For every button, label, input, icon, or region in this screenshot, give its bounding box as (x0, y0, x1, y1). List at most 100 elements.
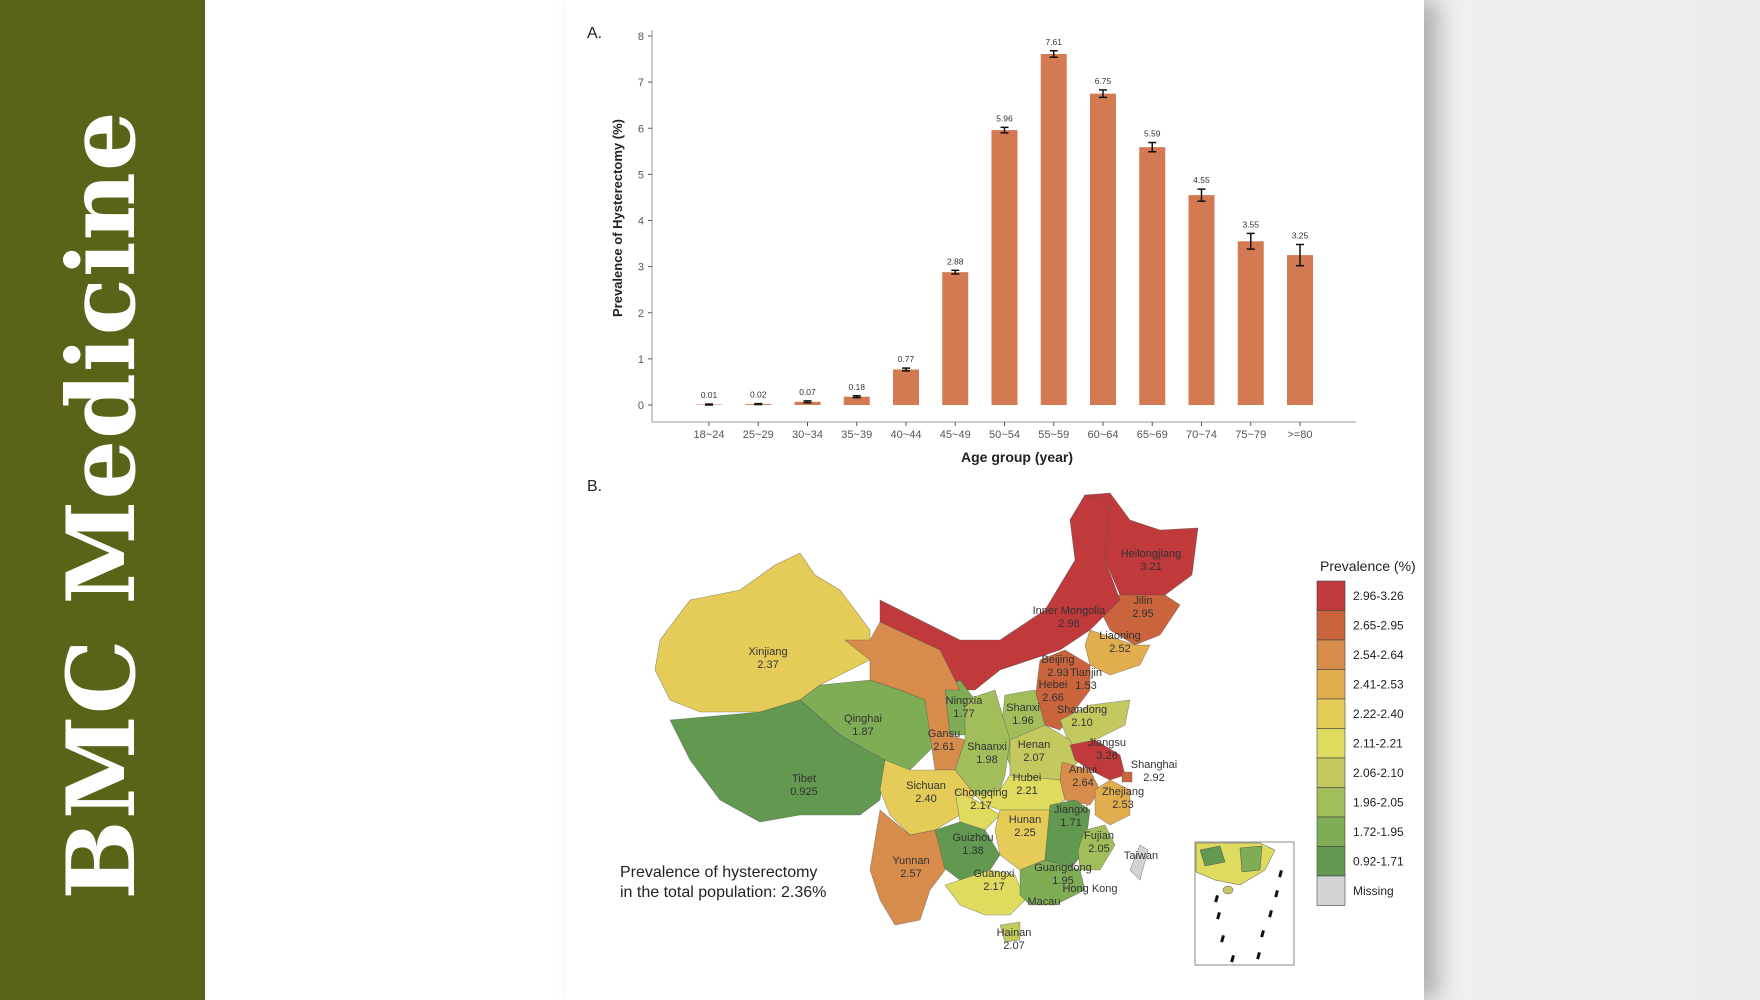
region-name-tianjin: Tianjin (1070, 667, 1102, 679)
legend-label: 2.22-2.40 (1353, 707, 1404, 721)
x-tick-label: >=80 (1287, 429, 1312, 441)
nine-dash-line-segment (1220, 935, 1225, 943)
legend-swatch (1316, 728, 1346, 759)
x-tick-label: 55~59 (1038, 429, 1069, 441)
data-label: 0.18 (848, 382, 865, 392)
legend-label: 0.92-1.71 (1353, 855, 1404, 869)
panel-a-label: A. (587, 25, 602, 42)
region-fujian (1077, 824, 1116, 871)
data-label: 0.77 (898, 354, 915, 364)
legend-label: 2.11-2.21 (1353, 737, 1403, 751)
region-guangdong (1019, 859, 1086, 906)
region-zhejiang (1094, 779, 1131, 826)
legend-label: 1.72-1.95 (1353, 825, 1404, 839)
nine-dash-line-segment (1230, 955, 1235, 963)
region-name-jiangxi: Jiangxi (1054, 804, 1088, 816)
legend-swatch (1316, 846, 1346, 877)
region-value-guizhou: 1.38 (962, 845, 983, 857)
region-name-chongqing: Chongqing (954, 787, 1007, 799)
y-tick-label: 2 (638, 308, 644, 320)
data-label: 2.88 (947, 256, 964, 266)
region-shanghai (1121, 771, 1133, 783)
region-value-henan: 2.07 (1023, 752, 1044, 764)
region-value-hebei: 2.66 (1042, 692, 1063, 704)
legend-swatch (1316, 787, 1346, 818)
region-name-fujian: Fujian (1084, 830, 1114, 842)
region-name-shanxi: Shanxi (1006, 702, 1040, 714)
legend-label: 2.96-3.26 (1353, 589, 1404, 603)
region-name-hainan: Hainan (997, 927, 1032, 939)
region-value-hainan: 2.07 (1003, 940, 1024, 952)
region-name-henan: Henan (1018, 739, 1050, 751)
x-tick-label: 40~44 (891, 429, 922, 441)
region-value-zhejiang: 2.53 (1112, 799, 1133, 811)
legend-label: 2.65-2.95 (1353, 619, 1404, 633)
bar (942, 272, 969, 405)
region-value-gansu: 2.61 (933, 741, 954, 753)
bar (1188, 195, 1215, 405)
region-name-tibet: Tibet (792, 773, 816, 785)
region-value-guangdong: 1.95 (1052, 875, 1073, 887)
region-value-shanghai: 2.92 (1143, 772, 1164, 784)
y-tick-label: 6 (638, 123, 644, 135)
region-value-shaanxi: 1.98 (976, 754, 997, 766)
region-value-jiangsu: 3.26 (1096, 750, 1117, 762)
region-value-beijing: 2.93 (1047, 667, 1068, 679)
region-value-inner-mongolia: 2.98 (1058, 618, 1079, 630)
region-value-liaoning: 2.52 (1109, 643, 1130, 655)
region-name-guangxi: Guangxi (974, 868, 1015, 880)
journal-sidebar: BMC Medicine (0, 0, 205, 1000)
region-name-hong-kong: Hong Kong (1062, 883, 1117, 895)
region-name-jiangsu: Jiangsu (1088, 737, 1126, 749)
region-value-jilin: 2.95 (1132, 608, 1153, 620)
nine-dash-line-segment (1214, 895, 1219, 903)
data-label: 7.61 (1045, 37, 1062, 47)
south-china-sea-inset (1194, 841, 1295, 966)
region-jiangsu (1069, 739, 1126, 781)
region-value-xinjiang: 2.37 (757, 659, 778, 671)
data-label: 0.07 (799, 387, 816, 397)
bar-chart: 0 1 2 3 4 5 6 7 8 0.01 18~24 0.02 25~29 0.07 30~34 0.18… (610, 30, 1356, 465)
bar (843, 396, 870, 405)
y-tick-label: 1 (638, 354, 644, 366)
region-liaoning (1084, 629, 1151, 676)
region-value-chongqing: 2.17 (970, 800, 991, 812)
region-tibet (669, 699, 886, 823)
region-name-zhejiang: Zhejiang (1102, 786, 1144, 798)
panel-b-label: B. (587, 478, 602, 495)
region-name-taiwan: Taiwan (1124, 850, 1158, 862)
region-name-macau: Macau (1027, 896, 1060, 908)
bar (1237, 241, 1264, 405)
region-value-ningxia: 1.77 (953, 708, 974, 720)
nine-dash-line-segment (1278, 870, 1283, 878)
legend-swatch (1316, 698, 1346, 729)
nine-dash-line-segment (1274, 890, 1279, 898)
data-label: 0.02 (750, 390, 767, 400)
region-name-jilin: Jilin (1134, 595, 1153, 607)
region-value-tibet: 0.925 (790, 786, 818, 798)
bar (1287, 255, 1313, 405)
legend-swatch (1316, 757, 1346, 788)
region-name-yunnan: Yunnan (892, 855, 929, 867)
region-value-jiangxi: 1.71 (1060, 817, 1081, 829)
region-value-heilongjiang: 3.21 (1140, 561, 1161, 573)
x-tick-label: 75~79 (1235, 429, 1266, 441)
region-name-hunan: Hunan (1009, 814, 1041, 826)
region-name-guizhou: Guizhou (953, 832, 994, 844)
data-label: 5.96 (996, 113, 1013, 123)
region-hubei (974, 774, 1066, 811)
region-yunnan (869, 809, 946, 926)
region-taiwan (1129, 844, 1149, 881)
region-name-inner-mongolia: Inner Mongolia (1033, 605, 1107, 617)
region-name-shaanxi: Shaanxi (967, 741, 1007, 753)
inset-region (1199, 845, 1226, 867)
x-tick-label: 25~29 (743, 429, 774, 441)
region-name-ningxia: Ningxia (946, 695, 984, 707)
region-name-heilongjiang: Heilongjiang (1121, 548, 1182, 560)
region-value-tianjin: 1.53 (1075, 680, 1096, 692)
x-tick-label: 50~54 (989, 429, 1020, 441)
bar (893, 369, 919, 405)
legend-label: 2.41-2.53 (1353, 678, 1404, 692)
